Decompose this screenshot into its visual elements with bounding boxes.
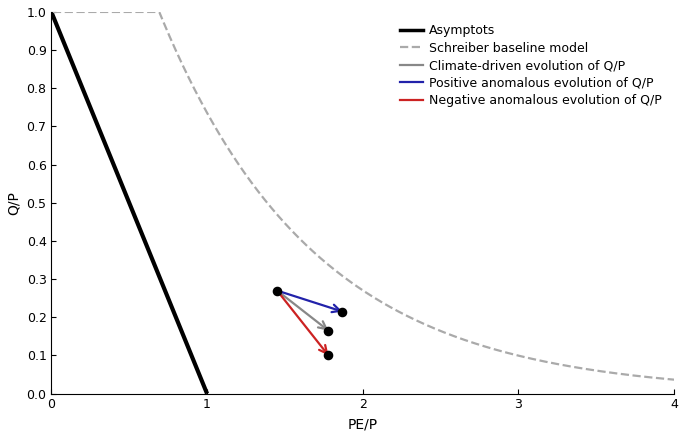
Point	[323, 352, 334, 359]
X-axis label: PE/P: PE/P	[348, 417, 378, 431]
Point	[337, 308, 348, 315]
Legend: Asymptots, Schreiber baseline model, Climate-driven evolution of Q/P, Positive a: Asymptots, Schreiber baseline model, Cli…	[394, 18, 668, 113]
Point	[323, 327, 334, 334]
Y-axis label: Q/P: Q/P	[7, 191, 21, 215]
Point	[272, 287, 283, 294]
